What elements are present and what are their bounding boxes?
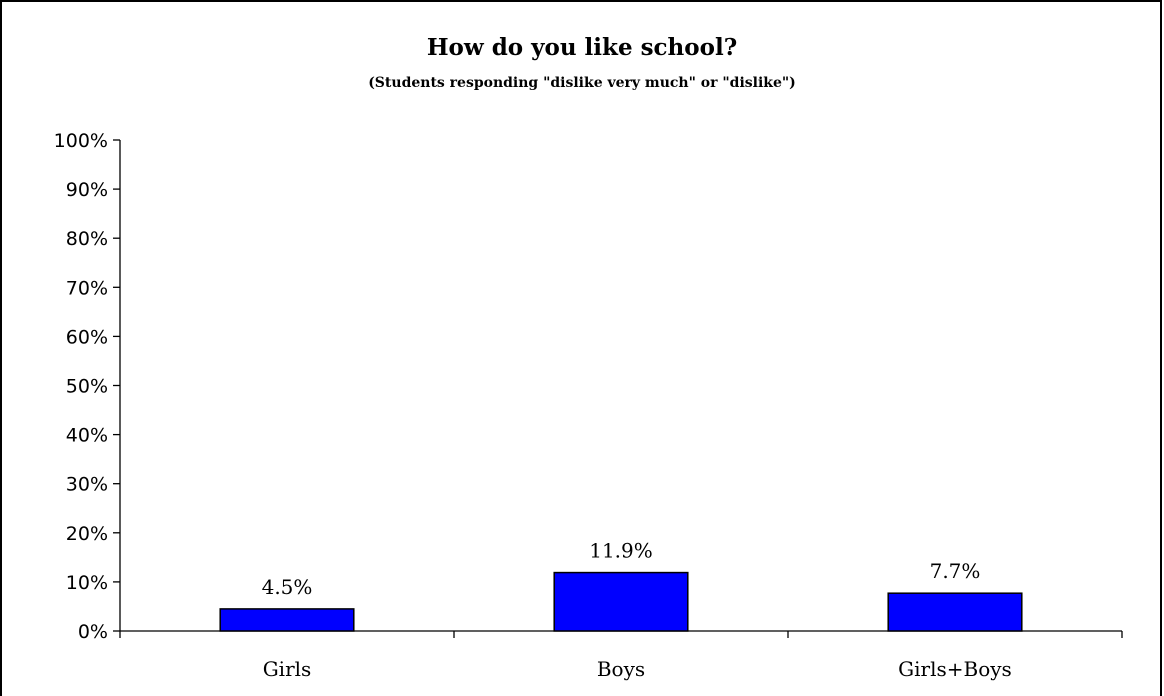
bar — [219, 608, 355, 632]
y-tick-label: 10% — [66, 572, 108, 594]
y-tick-label: 70% — [66, 277, 108, 299]
bar-data-label: 4.5% — [262, 575, 313, 599]
bar — [887, 592, 1023, 632]
bar — [553, 571, 689, 632]
y-tick-label: 50% — [66, 376, 108, 398]
x-category-label: Girls+Boys — [898, 657, 1012, 681]
y-tick-label: 90% — [66, 179, 108, 201]
x-category-label: Boys — [597, 657, 645, 681]
data-labels: 4.5% 11.9% 7.7% — [262, 539, 981, 599]
y-axis: 0% 10% 20% 30% 40% 50% 60% 70% 80% 90% 100% — [54, 130, 121, 643]
y-tick-label: 40% — [66, 425, 108, 447]
y-tick-label: 100% — [54, 130, 108, 152]
y-tick-label: 60% — [66, 326, 108, 348]
y-tick-label: 30% — [66, 474, 108, 496]
bar-data-label: 11.9% — [589, 539, 653, 563]
chart-title: How do you like school? — [427, 34, 737, 61]
x-category-label: Girls — [263, 657, 312, 681]
y-tick-label: 0% — [78, 621, 108, 643]
bar-data-label: 7.7% — [930, 559, 981, 583]
y-tick-label: 20% — [66, 523, 108, 545]
y-tick-label: 80% — [66, 228, 108, 250]
bars — [219, 571, 1023, 632]
chart-subtitle: (Students responding "dislike very much"… — [368, 75, 796, 91]
